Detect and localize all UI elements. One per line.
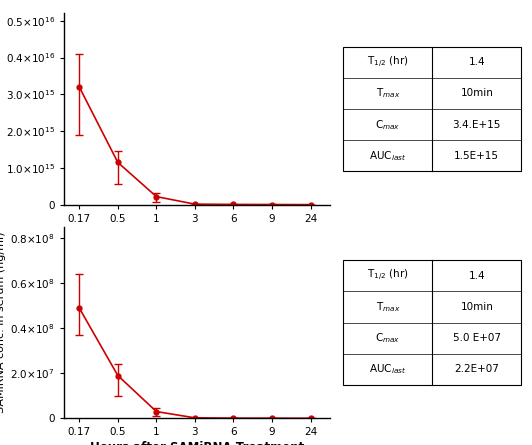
X-axis label: Hours after SAMiRNA Treatment: Hours after SAMiRNA Treatment [90,228,304,241]
Text: 1.5E+15: 1.5E+15 [454,151,500,161]
Text: 10min: 10min [460,302,493,312]
Text: T$_{max}$: T$_{max}$ [376,300,400,314]
Text: 1.4: 1.4 [469,57,485,67]
Text: 3.4.E+15: 3.4.E+15 [453,120,501,129]
X-axis label: Hours after SAMiRNA Treatment: Hours after SAMiRNA Treatment [90,441,304,445]
Y-axis label: SAMiRNA conc. in serum (ng/ml): SAMiRNA conc. in serum (ng/ml) [0,232,6,413]
Text: C$_{max}$: C$_{max}$ [375,117,400,132]
Text: T$_{1/2}$ (hr): T$_{1/2}$ (hr) [367,55,409,70]
Text: AUC$_{last}$: AUC$_{last}$ [369,362,406,376]
Text: 10min: 10min [460,89,493,98]
Text: C$_{max}$: C$_{max}$ [375,331,400,345]
Text: 2.2E+07: 2.2E+07 [454,364,499,374]
Text: T$_{max}$: T$_{max}$ [376,86,400,101]
Text: 1.4: 1.4 [469,271,485,281]
Text: AUC$_{last}$: AUC$_{last}$ [369,149,406,163]
Y-axis label: Copy number(log): Copy number(log) [0,59,2,159]
Text: 5.0 E+07: 5.0 E+07 [453,333,501,343]
Text: T$_{1/2}$ (hr): T$_{1/2}$ (hr) [367,268,409,283]
